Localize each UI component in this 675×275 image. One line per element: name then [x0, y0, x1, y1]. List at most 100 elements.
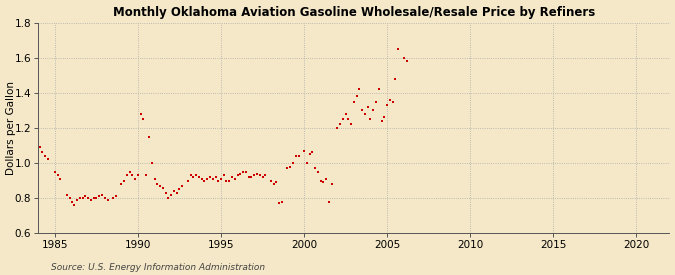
Point	[62, 192, 73, 197]
Point	[293, 154, 304, 158]
Point	[343, 117, 354, 121]
Title: Monthly Oklahoma Aviation Gasoline Wholesale/Resale Price by Refiners: Monthly Oklahoma Aviation Gasoline Whole…	[113, 6, 595, 18]
Point	[72, 198, 82, 202]
Point	[207, 177, 218, 181]
Point	[144, 134, 155, 139]
Point	[338, 117, 348, 121]
Point	[227, 175, 238, 179]
Point	[202, 177, 213, 181]
Point	[66, 199, 77, 204]
Point	[224, 178, 235, 183]
Point	[243, 175, 254, 179]
Point	[141, 173, 152, 177]
Point	[80, 194, 90, 199]
Point	[174, 187, 185, 192]
Point	[268, 182, 279, 186]
Point	[357, 108, 368, 112]
Point	[219, 173, 230, 177]
Point	[194, 175, 205, 179]
Point	[346, 122, 356, 127]
Point	[365, 117, 376, 121]
Point	[282, 166, 293, 170]
Point	[127, 173, 138, 177]
Point	[169, 189, 180, 193]
Point	[97, 192, 107, 197]
Point	[146, 161, 157, 165]
Point	[166, 192, 177, 197]
Point	[285, 164, 296, 169]
Point	[310, 166, 321, 170]
Point	[354, 87, 364, 91]
Point	[210, 175, 221, 179]
Point	[221, 178, 232, 183]
Point	[307, 150, 318, 155]
Point	[379, 115, 389, 120]
Point	[230, 177, 240, 181]
Point	[393, 47, 404, 51]
Point	[401, 59, 412, 63]
Point	[318, 180, 329, 185]
Point	[298, 148, 309, 153]
Point	[116, 182, 127, 186]
Point	[55, 177, 65, 181]
Point	[335, 122, 346, 127]
Point	[240, 170, 251, 174]
Point	[119, 178, 130, 183]
Point	[327, 182, 338, 186]
Point	[387, 99, 398, 104]
Point	[102, 198, 113, 202]
Point	[132, 173, 143, 177]
Point	[385, 98, 396, 102]
Point	[40, 154, 51, 158]
Point	[288, 161, 298, 165]
Point	[398, 56, 409, 60]
Point	[86, 198, 97, 202]
Y-axis label: Dollars per Gallon: Dollars per Gallon	[5, 81, 16, 175]
Point	[37, 150, 48, 155]
Point	[171, 191, 182, 195]
Point	[323, 199, 334, 204]
Text: Source: U.S. Energy Information Administration: Source: U.S. Energy Information Administ…	[51, 263, 265, 272]
Point	[315, 178, 326, 183]
Point	[107, 196, 118, 200]
Point	[199, 178, 210, 183]
Point	[122, 173, 132, 177]
Point	[136, 112, 146, 116]
Point	[177, 184, 188, 188]
Point	[390, 76, 401, 81]
Point	[205, 175, 215, 179]
Point	[149, 177, 160, 181]
Point	[43, 157, 53, 162]
Point	[254, 173, 265, 177]
Point	[88, 196, 99, 200]
Point	[111, 194, 122, 199]
Point	[360, 112, 371, 116]
Point	[74, 196, 85, 200]
Point	[321, 177, 331, 181]
Point	[91, 196, 102, 200]
Point	[376, 119, 387, 123]
Point	[182, 178, 193, 183]
Point	[232, 173, 243, 177]
Point	[157, 185, 168, 190]
Point	[49, 170, 60, 174]
Point	[332, 126, 343, 130]
Point	[381, 103, 392, 107]
Point	[313, 170, 323, 174]
Point	[274, 201, 285, 206]
Point	[185, 173, 196, 177]
Point	[277, 199, 288, 204]
Point	[304, 152, 315, 156]
Point	[94, 194, 105, 199]
Point	[83, 196, 94, 200]
Point	[348, 99, 359, 104]
Point	[215, 177, 226, 181]
Point	[196, 177, 207, 181]
Point	[69, 203, 80, 207]
Point	[260, 173, 271, 177]
Point	[371, 99, 381, 104]
Point	[246, 175, 256, 179]
Point	[77, 196, 88, 200]
Point	[124, 170, 135, 174]
Point	[340, 112, 351, 116]
